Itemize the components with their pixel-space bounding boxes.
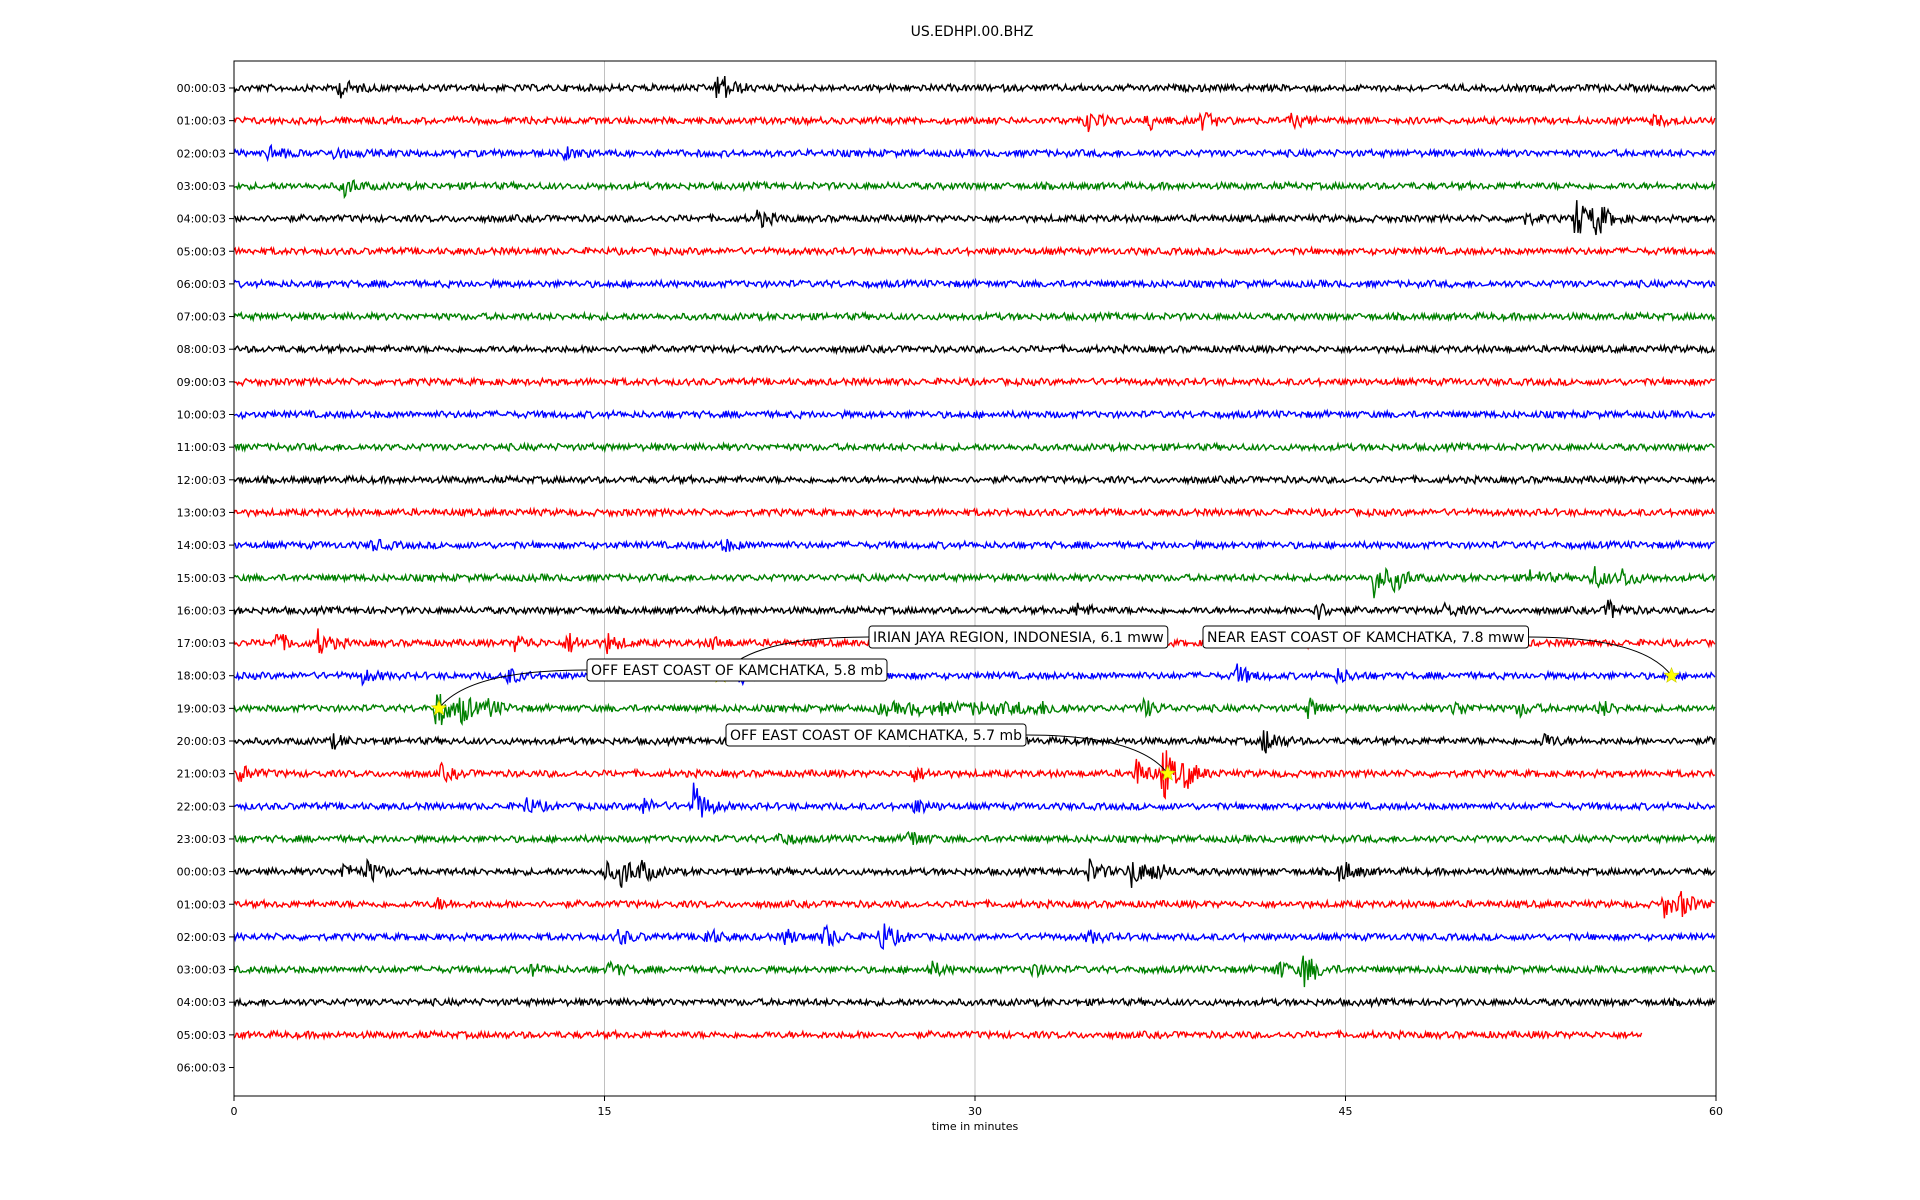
seismogram-trace-18 [233, 663, 1716, 687]
event-arrow [1026, 734, 1169, 774]
event-label-box [725, 723, 1027, 747]
row-time-label: 12:00:03 [177, 474, 226, 487]
event-star-icon [430, 699, 448, 716]
seismogram-trace-15 [233, 566, 1716, 599]
event-annotation: OFF EAST COAST OF KAMCHATKA, 5.7 mb [725, 723, 1027, 747]
row-time-label: 09:00:03 [177, 376, 226, 389]
x-tick-label: 30 [968, 1105, 982, 1118]
seismogram-trace-2 [233, 143, 1716, 163]
seismogram-trace-3 [233, 179, 1716, 200]
event-annotation: NEAR EAST COAST OF KAMCHATKA, 7.8 mww [1202, 625, 1529, 649]
row-time-label: 00:00:03 [177, 82, 226, 95]
row-time-label: 21:00:03 [177, 768, 226, 781]
seismogram-trace-1 [233, 111, 1716, 133]
seismogram-trace-13 [233, 506, 1716, 519]
row-time-label: 07:00:03 [177, 311, 226, 324]
row-time-label: 16:00:03 [177, 604, 226, 617]
seismogram-trace-12 [233, 473, 1716, 486]
row-time-label: 18:00:03 [177, 670, 226, 683]
seismogram-trace-0 [233, 76, 1716, 99]
row-time-label: 05:00:03 [177, 1029, 226, 1042]
row-time-label: 01:00:03 [177, 115, 226, 128]
row-time-label: 04:00:03 [177, 996, 226, 1009]
seismogram-trace-29 [233, 1028, 1643, 1041]
event-arrow [1528, 636, 1672, 676]
event-label: NEAR EAST COAST OF KAMCHATKA, 7.8 mww [1207, 630, 1525, 646]
row-time-label: 17:00:03 [177, 637, 226, 650]
event-label-box [586, 658, 888, 682]
event-label: OFF EAST COAST OF KAMCHATKA, 5.7 mb [730, 728, 1022, 744]
event-label-box [1202, 625, 1529, 649]
row-time-label: 01:00:03 [177, 898, 226, 911]
row-time-label: 23:00:03 [177, 833, 226, 846]
seismogram-trace-24 [233, 857, 1716, 888]
row-time-label: 13:00:03 [177, 506, 226, 519]
row-time-label: 05:00:03 [177, 245, 226, 258]
seismogram-trace-23 [233, 830, 1716, 846]
seismogram-trace-27 [233, 955, 1716, 988]
seismogram-trace-21 [233, 750, 1716, 800]
x-tick-label: 45 [1339, 1105, 1353, 1118]
x-axis-ticks: 0 15 30 45 60 [231, 1096, 1723, 1118]
event-label: IRIAN JAYA REGION, INDONESIA, 6.1 mww [873, 630, 1164, 646]
row-time-label: 11:00:03 [177, 441, 226, 454]
seismogram-traces [233, 76, 1716, 1041]
x-tick-label: 60 [1709, 1105, 1723, 1118]
row-time-label: 08:00:03 [177, 343, 226, 356]
row-time-label: 20:00:03 [177, 735, 226, 748]
seismogram-trace-5 [233, 245, 1716, 258]
event-star-icon [1663, 666, 1680, 683]
event-annotation: OFF EAST COAST OF KAMCHATKA, 5.8 mb [586, 658, 888, 682]
seismogram-trace-19 [233, 693, 1716, 727]
chart-title: US.EDHPI.00.BHZ [911, 24, 1034, 40]
seismogram-trace-4 [233, 200, 1716, 236]
event-arrow [438, 669, 588, 709]
seismogram-trace-28 [233, 996, 1716, 1009]
seismogram-trace-10 [233, 408, 1716, 421]
plot-frame [233, 60, 1717, 1097]
seismogram-trace-6 [233, 277, 1716, 290]
seismogram-trace-25 [233, 890, 1715, 919]
x-tick-label: 0 [231, 1105, 238, 1118]
row-time-label: 10:00:03 [177, 409, 226, 422]
event-annotations: IRIAN JAYA REGION, INDONESIA, 6.1 mww NEA… [430, 625, 1680, 781]
seismogram-trace-8 [233, 343, 1716, 356]
row-time-labels: 00:00:03 01:00:03 02:00:03 03:00:03 04:00:03… [177, 82, 234, 1075]
event-label: OFF EAST COAST OF KAMCHATKA, 5.8 mb [591, 663, 883, 679]
row-time-label: 06:00:03 [177, 278, 226, 291]
row-time-label: 04:00:03 [177, 213, 226, 226]
row-time-label: 02:00:03 [177, 147, 226, 160]
row-time-label: 02:00:03 [177, 931, 226, 944]
x-axis-label: time in minutes [932, 1120, 1019, 1133]
event-label-box [868, 625, 1169, 649]
row-time-label: 03:00:03 [177, 964, 226, 977]
row-time-label: 22:00:03 [177, 800, 226, 813]
seismogram-trace-16 [233, 598, 1715, 620]
row-time-label: 15:00:03 [177, 572, 226, 585]
row-time-label: 06:00:03 [177, 1062, 226, 1075]
seismogram-trace-7 [233, 310, 1716, 323]
x-tick-label: 15 [598, 1105, 612, 1118]
event-annotation: IRIAN JAYA REGION, INDONESIA, 6.1 mww [868, 625, 1169, 649]
row-time-label: 00:00:03 [177, 866, 226, 879]
seismogram-trace-22 [233, 782, 1716, 818]
seismogram-trace-26 [233, 923, 1716, 950]
row-time-label: 19:00:03 [177, 702, 226, 715]
row-time-label: 03:00:03 [177, 180, 226, 193]
seismogram-trace-11 [233, 440, 1715, 454]
event-star-icon [1159, 764, 1177, 781]
seismogram-trace-9 [233, 375, 1716, 388]
row-time-label: 14:00:03 [177, 539, 226, 552]
seismogram-trace-14 [233, 538, 1715, 553]
